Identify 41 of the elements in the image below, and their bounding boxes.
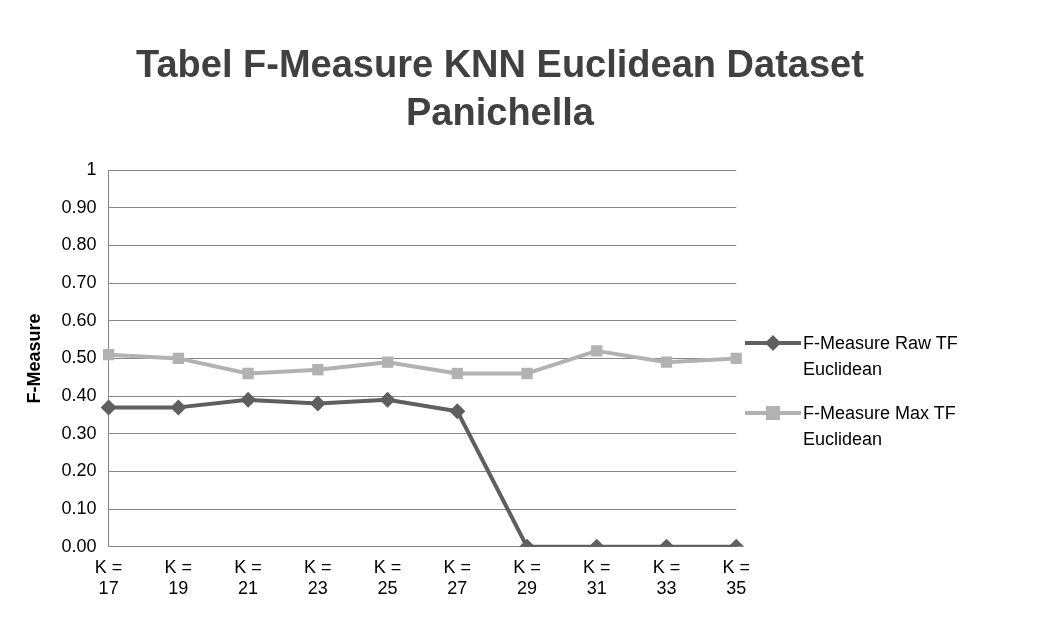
- x-tick-label: K = 23: [304, 556, 332, 599]
- point: [172, 352, 185, 365]
- chart-title: Tabel F-Measure KNN Euclidean Dataset Panichella: [135, 42, 865, 135]
- x-tick-label: K = 29: [513, 556, 541, 599]
- point: [381, 356, 394, 368]
- point: [312, 364, 324, 376]
- point: [660, 356, 673, 368]
- x-tick-label: K = 27: [443, 556, 472, 599]
- y-tick-label: 0.30: [61, 422, 97, 443]
- y-tick-label: 0.20: [61, 460, 97, 481]
- point: [170, 399, 187, 416]
- y-tick-label: 0.80: [61, 234, 97, 255]
- y-tick-label: 0.70: [61, 272, 97, 293]
- x-tick-label: K = 35: [722, 556, 751, 599]
- point: [449, 403, 466, 420]
- point: [309, 395, 326, 412]
- legend-label: F-Measure Max TF Euclidean: [803, 402, 957, 451]
- y-tick-label: 0.50: [61, 347, 97, 368]
- y-tick-label: 0.00: [61, 535, 97, 556]
- x-tick-label: K = 33: [652, 556, 681, 599]
- point: [451, 367, 463, 380]
- y-tick-label: 0.90: [61, 196, 97, 217]
- point: [730, 352, 742, 365]
- point: [242, 367, 254, 380]
- point: [102, 348, 115, 361]
- point: [379, 391, 396, 408]
- x-tick-label: K = 25: [373, 556, 402, 599]
- point: [591, 345, 603, 357]
- y-tick-label: 0.40: [61, 385, 97, 406]
- point: [100, 399, 117, 416]
- y-axis-title: F-Measure: [23, 313, 44, 404]
- y-tick-label: 0.60: [61, 309, 97, 330]
- point: [521, 367, 533, 380]
- y-tick-label: 1: [86, 158, 97, 179]
- x-tick-label: K = 19: [164, 556, 193, 599]
- legend-label: F-Measure Raw TF Euclidean: [803, 332, 959, 381]
- point: [240, 391, 257, 408]
- x-tick-label: K = 21: [234, 556, 262, 599]
- x-tick-label: K = 31: [583, 556, 611, 599]
- x-tick-label: K = 17: [94, 556, 123, 599]
- y-tick-label: 0.10: [61, 498, 97, 519]
